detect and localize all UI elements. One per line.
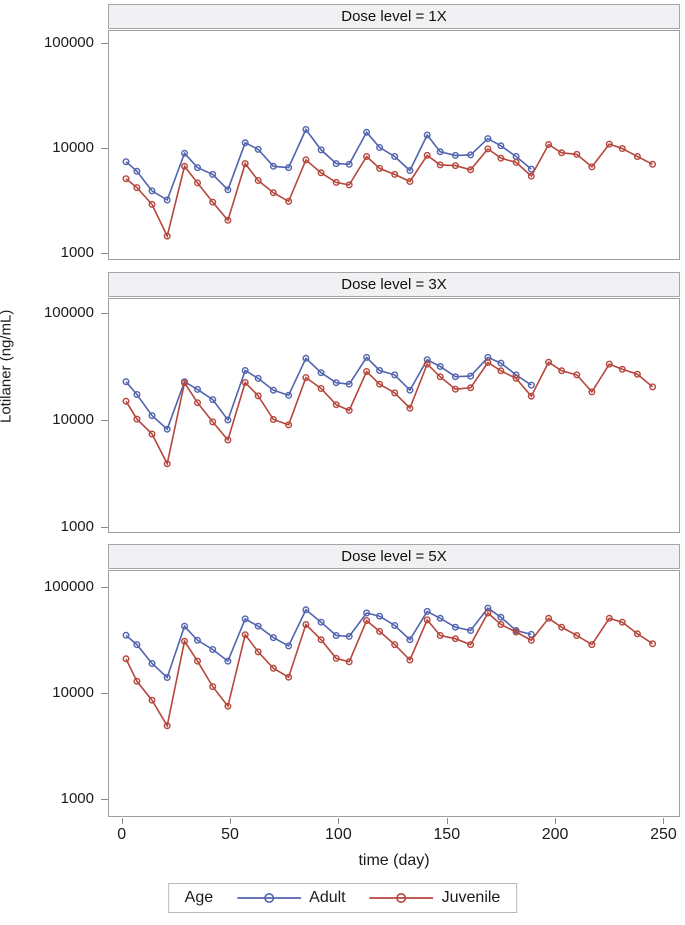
- y-tick-mark: [101, 587, 108, 588]
- x-tick-mark: [121, 818, 123, 824]
- x-axis-title: time (day): [358, 852, 430, 869]
- plot-panel-1x: [108, 30, 680, 260]
- y-tick-mark: [101, 799, 108, 800]
- x-tick-mark: [446, 818, 448, 824]
- y-axis-title: Lotilaner (ng/mL): [0, 309, 15, 423]
- x-tick-label: 150: [433, 826, 461, 843]
- y-tick-label: 1000: [60, 790, 94, 807]
- panel-title-3x: Dose level = 3X: [108, 272, 680, 297]
- x-tick-mark: [555, 818, 557, 824]
- panel-title-5x: Dose level = 5X: [108, 544, 680, 569]
- x-tick-label: 250: [650, 826, 677, 843]
- y-tick-label: 100000: [43, 304, 94, 321]
- legend-title: Age: [184, 889, 214, 906]
- y-tick-mark: [101, 693, 108, 694]
- y-tick-label: 10000: [52, 139, 94, 156]
- juvenile-line-marker-icon: [369, 893, 434, 903]
- legend-item-juvenile: Juvenile: [369, 889, 501, 907]
- y-tick-label: 100000: [43, 578, 94, 595]
- x-tick-mark: [338, 818, 340, 824]
- y-tick-mark: [101, 148, 108, 149]
- y-tick-mark: [101, 527, 108, 528]
- y-tick-mark: [101, 420, 108, 421]
- y-tick-mark: [101, 43, 108, 44]
- y-tick-label: 100000: [43, 34, 94, 51]
- legend-label-juvenile: Juvenile: [441, 889, 501, 906]
- x-tick-label: 50: [221, 826, 239, 843]
- x-tick-label: 200: [541, 826, 569, 843]
- y-tick-label: 10000: [52, 684, 94, 701]
- x-tick-label: 100: [325, 826, 352, 843]
- plot-panel-5x: [108, 570, 680, 817]
- plot-panel-3x: [108, 298, 680, 533]
- y-tick-mark: [101, 253, 108, 254]
- x-tick-mark: [663, 818, 665, 824]
- y-tick-label: 10000: [52, 411, 94, 428]
- x-tick-label: 0: [117, 826, 127, 843]
- legend-label-adult: Adult: [309, 889, 346, 906]
- adult-line-marker-icon: [237, 893, 302, 903]
- y-tick-mark: [101, 313, 108, 314]
- y-tick-label: 1000: [60, 244, 94, 261]
- legend-item-adult: Adult: [237, 889, 346, 907]
- x-tick-mark: [230, 818, 232, 824]
- y-tick-label: 1000: [60, 518, 94, 535]
- legend: Age Adult Juvenile: [167, 883, 518, 913]
- panel-title-1x: Dose level = 1X: [108, 4, 680, 29]
